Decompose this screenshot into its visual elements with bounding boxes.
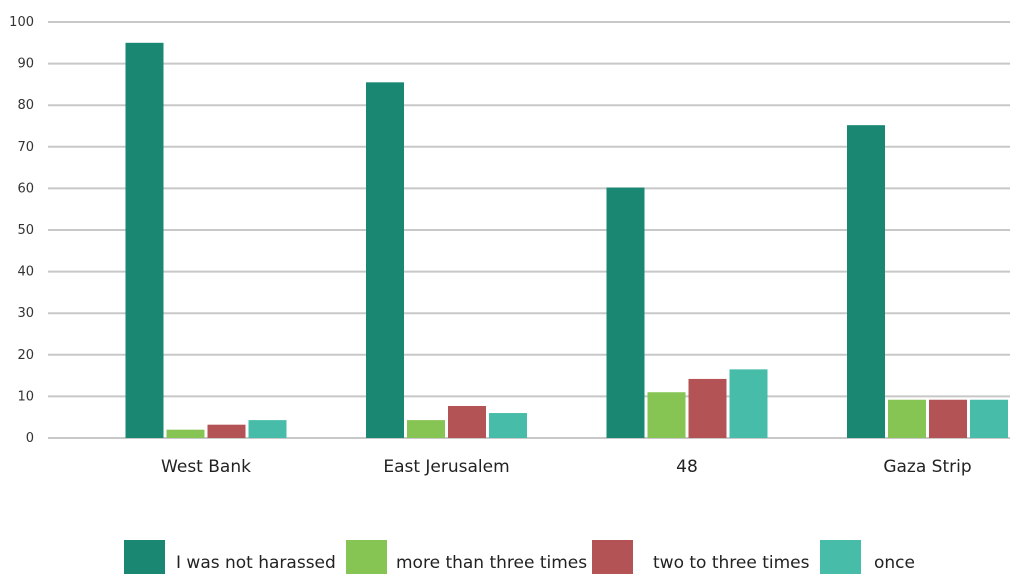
y-tick-label: 0 bbox=[26, 431, 34, 446]
bars bbox=[125, 42, 1008, 439]
legend-label: two to three times bbox=[653, 553, 810, 573]
y-tick-label: 60 bbox=[17, 181, 34, 196]
x-category-label: 48 bbox=[676, 457, 698, 477]
y-axis-ticks: 0 10 20 30 40 50 60 70 80 90 100 bbox=[9, 15, 34, 446]
bar bbox=[888, 399, 926, 438]
y-tick-label: 40 bbox=[17, 265, 34, 280]
bar bbox=[248, 420, 287, 438]
y-tick-label: 10 bbox=[17, 389, 34, 404]
legend-swatch bbox=[346, 540, 387, 574]
legend-label: once bbox=[874, 553, 915, 573]
x-axis-category-labels: West Bank East Jerusalem 48 Gaza Strip bbox=[161, 457, 972, 477]
bar bbox=[448, 405, 486, 438]
legend-label: more than three times bbox=[396, 553, 587, 573]
legend-label: I was not harassed bbox=[176, 553, 336, 573]
bar bbox=[647, 392, 686, 438]
y-tick-label: 30 bbox=[17, 306, 34, 321]
bar bbox=[847, 125, 885, 438]
bar bbox=[729, 369, 768, 438]
y-tick-label: 20 bbox=[17, 348, 34, 363]
y-tick-label: 100 bbox=[9, 15, 34, 30]
bar bbox=[407, 420, 445, 438]
bar bbox=[929, 399, 967, 438]
legend: I was not harassed more than three times t… bbox=[124, 540, 915, 574]
legend-swatch bbox=[592, 540, 633, 574]
bar bbox=[207, 424, 246, 438]
x-category-label: East Jerusalem bbox=[383, 457, 509, 477]
y-tick-label: 70 bbox=[17, 140, 34, 155]
y-tick-label: 80 bbox=[17, 98, 34, 113]
y-tick-label: 90 bbox=[17, 57, 34, 72]
bar bbox=[970, 399, 1008, 438]
bar bbox=[688, 378, 727, 438]
x-category-label: West Bank bbox=[161, 457, 251, 477]
bar bbox=[125, 42, 164, 439]
bar bbox=[489, 413, 527, 438]
bar bbox=[166, 429, 205, 438]
x-category-label: Gaza Strip bbox=[883, 457, 971, 477]
bar bbox=[606, 187, 645, 438]
legend-swatch bbox=[124, 540, 165, 574]
bar bbox=[366, 82, 404, 438]
legend-swatch bbox=[820, 540, 861, 574]
gridlines bbox=[48, 21, 1010, 439]
y-tick-label: 50 bbox=[17, 223, 34, 238]
